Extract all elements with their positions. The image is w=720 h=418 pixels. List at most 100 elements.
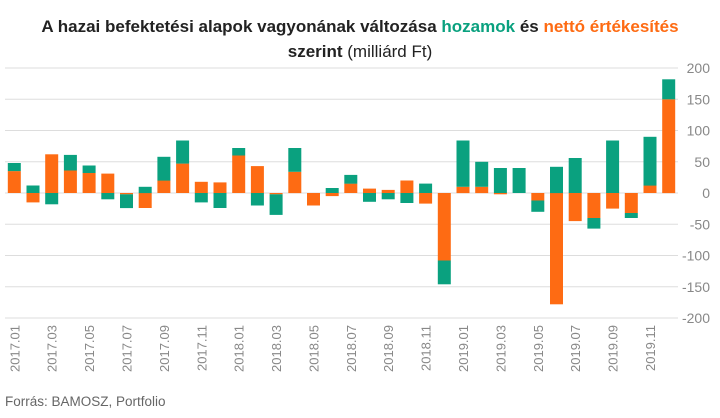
x-tick-label: 2019.05 — [531, 325, 546, 372]
bar-netto — [26, 193, 40, 203]
bar-netto — [456, 186, 470, 194]
title-line-2: szerint (milliárd Ft) — [0, 39, 720, 64]
x-tick-label: 2019.09 — [606, 325, 621, 372]
y-tick-label: 200 — [687, 60, 711, 76]
title-line-1: A hazai befektetési alapok vagyonának vá… — [0, 14, 720, 39]
bar-netto — [7, 171, 21, 193]
bar-netto — [550, 193, 563, 305]
title-mid: és — [519, 17, 539, 36]
x-tick-label: 2018.03 — [269, 325, 284, 372]
y-tick-label: -50 — [690, 216, 710, 232]
bar-netto — [45, 154, 59, 194]
bar-hozamok — [325, 188, 339, 193]
y-tick-label: 0 — [702, 185, 710, 201]
x-tick-label: 2017.03 — [45, 325, 60, 372]
bar-hozamok — [120, 194, 133, 209]
x-tick-label: 2017.11 — [194, 325, 209, 371]
bar-hozamok — [157, 156, 171, 181]
bar-netto — [269, 193, 283, 195]
title-unit: (milliárd Ft) — [347, 42, 433, 61]
x-tick-label: 2017.01 — [7, 325, 22, 372]
bar-hozamok — [63, 154, 77, 171]
bar-hozamok — [82, 165, 96, 173]
x-tick-label: 2017.07 — [120, 325, 135, 372]
bar-hozamok — [624, 213, 638, 218]
bar-hozamok — [213, 193, 227, 208]
bar-netto — [176, 163, 190, 193]
bar-netto — [194, 181, 208, 194]
y-tick-label: -150 — [682, 279, 710, 295]
bar-hozamok — [45, 193, 59, 205]
bar-hozamok — [568, 158, 582, 193]
bar-netto — [493, 193, 507, 195]
x-tick-label: 2019.11 — [643, 325, 658, 371]
x-tick-label: 2018.01 — [232, 325, 247, 372]
bar-hozamok — [363, 193, 376, 202]
bar-netto — [213, 182, 227, 193]
bar-hozamok — [400, 193, 414, 203]
bar-hozamok — [26, 185, 40, 193]
bar-hozamok — [232, 148, 246, 156]
x-tick-label: 2018.09 — [381, 325, 396, 372]
bar-hozamok — [269, 194, 283, 215]
bar-hozamok — [493, 168, 507, 193]
y-tick-label: 100 — [687, 123, 711, 139]
bar-netto — [250, 166, 264, 193]
bar-netto — [101, 173, 115, 193]
bar-netto — [606, 193, 620, 209]
bar-hozamok — [138, 186, 152, 194]
x-tick-label: 2018.05 — [307, 325, 322, 372]
x-tick-label: 2018.11 — [419, 325, 434, 371]
y-tick-label: 50 — [694, 154, 710, 170]
title-netto: nettó értékesítés — [543, 17, 679, 36]
bar-netto — [475, 186, 489, 194]
bar-netto — [624, 193, 638, 213]
x-tick-label: 2017.05 — [82, 325, 97, 372]
bar-netto — [344, 183, 358, 193]
x-tick-label: 2017.09 — [157, 325, 172, 372]
x-tick-label: 2019.07 — [568, 325, 583, 372]
bar-netto — [325, 193, 339, 197]
bar-netto — [82, 173, 96, 193]
title-prefix: A hazai befektetési alapok vagyonának vá… — [41, 17, 437, 36]
bar-netto — [63, 170, 77, 193]
bar-hozamok — [344, 174, 358, 184]
bar-netto — [120, 193, 133, 195]
chart-title: A hazai befektetési alapok vagyonának vá… — [0, 14, 720, 64]
bar-hozamok — [456, 140, 470, 187]
y-tick-label: -100 — [682, 248, 710, 264]
bar-netto — [531, 193, 545, 201]
bar-hozamok — [381, 193, 395, 200]
bar-hozamok — [606, 140, 620, 193]
bar-hozamok — [7, 163, 21, 172]
bar-netto — [568, 193, 582, 222]
bar-hozamok — [419, 183, 433, 193]
bar-hozamok — [550, 166, 563, 194]
bar-netto — [643, 185, 657, 193]
bar-netto — [307, 193, 320, 206]
bar-netto — [288, 171, 302, 194]
bar-netto — [381, 189, 395, 193]
bar-hozamok — [194, 193, 208, 203]
bar-netto — [587, 193, 601, 218]
bar-hozamok — [475, 161, 489, 187]
bar-netto — [363, 188, 376, 193]
bar-hozamok — [101, 193, 115, 200]
title-szerint: szerint — [287, 42, 343, 61]
bar-netto — [437, 193, 451, 261]
source-note: Forrás: BAMOSZ, Portfolio — [5, 394, 166, 409]
x-tick-label: 2019.03 — [493, 325, 508, 372]
bar-hozamok — [587, 218, 601, 229]
bar-netto — [400, 180, 414, 193]
title-hozamok: hozamok — [441, 17, 516, 36]
bar-netto — [662, 99, 676, 194]
x-tick-label: 2018.07 — [344, 325, 359, 372]
bar-netto — [157, 180, 171, 193]
bar-hozamok — [512, 168, 526, 193]
bar-hozamok — [643, 136, 657, 186]
bar-netto — [138, 193, 152, 208]
bar-netto — [419, 193, 433, 204]
bar-hozamok — [662, 79, 676, 100]
bar-hozamok — [531, 200, 545, 212]
